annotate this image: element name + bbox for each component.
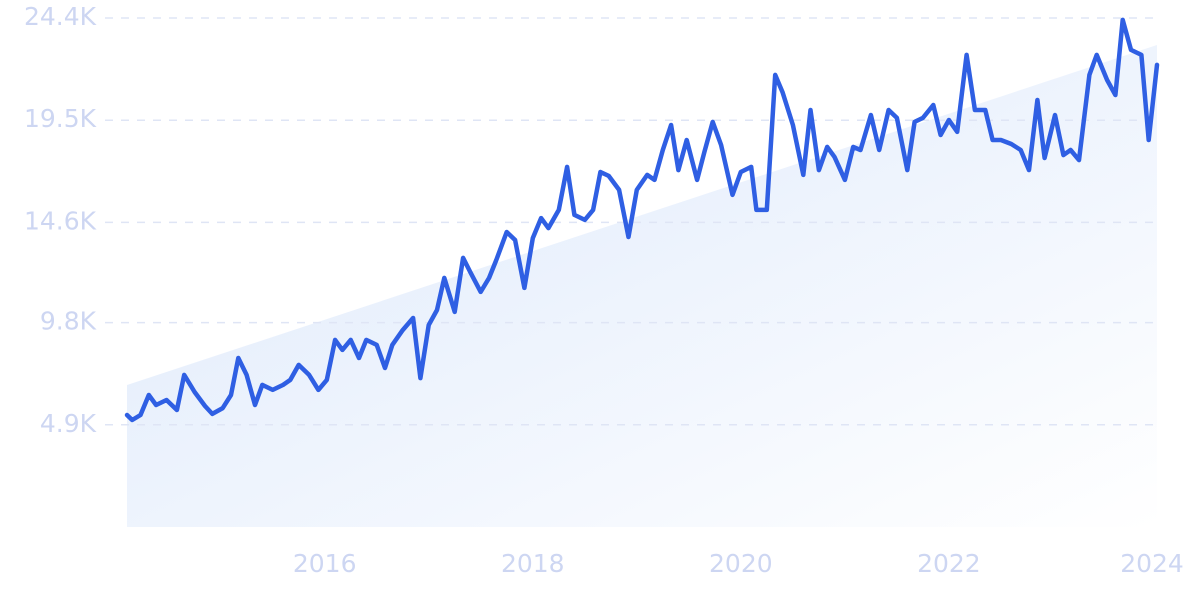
x-tick-label: 2022 bbox=[917, 549, 981, 578]
y-tick-label: 19.5K bbox=[24, 104, 97, 133]
x-tick-label: 2018 bbox=[501, 549, 565, 578]
y-tick-label: 14.6K bbox=[24, 206, 97, 235]
y-tick-label: 9.8K bbox=[40, 307, 97, 336]
y-tick-label: 24.4K bbox=[24, 2, 97, 31]
x-tick-label: 2020 bbox=[709, 549, 773, 578]
data-line bbox=[124, 17, 1160, 423]
x-tick-label: 2024 bbox=[1120, 549, 1184, 578]
trend-area bbox=[127, 45, 1157, 527]
y-tick-label: 4.9K bbox=[40, 409, 97, 438]
x-tick-label: 2016 bbox=[293, 549, 357, 578]
